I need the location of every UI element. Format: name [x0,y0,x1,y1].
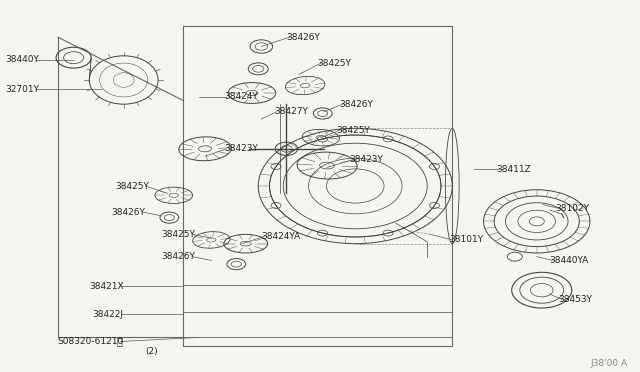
Text: 38424Y: 38424Y [224,92,257,101]
Text: 38425Y: 38425Y [337,126,371,135]
Text: 38427Y: 38427Y [274,107,308,116]
Text: Ⓢ: Ⓢ [116,337,122,346]
Text: 38440YA: 38440YA [549,256,589,265]
Text: 38425Y: 38425Y [162,230,196,239]
Text: 38411Z: 38411Z [496,165,531,174]
Text: (2): (2) [145,347,158,356]
Text: 38425Y: 38425Y [115,182,148,190]
Text: 38102Y: 38102Y [556,204,589,213]
Text: 38425Y: 38425Y [317,59,351,68]
Text: 38426Y: 38426Y [162,252,196,261]
Text: 32701Y: 32701Y [5,85,39,94]
Text: J38'00 A: J38'00 A [590,359,627,368]
Text: S08320-61210: S08320-61210 [58,337,124,346]
Text: 38426Y: 38426Y [340,100,374,109]
Text: 38101Y: 38101Y [449,235,483,244]
Text: 38424YA: 38424YA [261,232,301,241]
Text: 38422J: 38422J [93,310,124,319]
Text: 38421X: 38421X [89,282,124,291]
Text: 38440Y: 38440Y [5,55,39,64]
Text: 38426Y: 38426Y [112,208,145,217]
Text: 38423Y: 38423Y [224,144,258,153]
Text: 38426Y: 38426Y [287,33,320,42]
Text: 38453Y: 38453Y [559,295,593,304]
Text: 38423Y: 38423Y [349,155,383,164]
